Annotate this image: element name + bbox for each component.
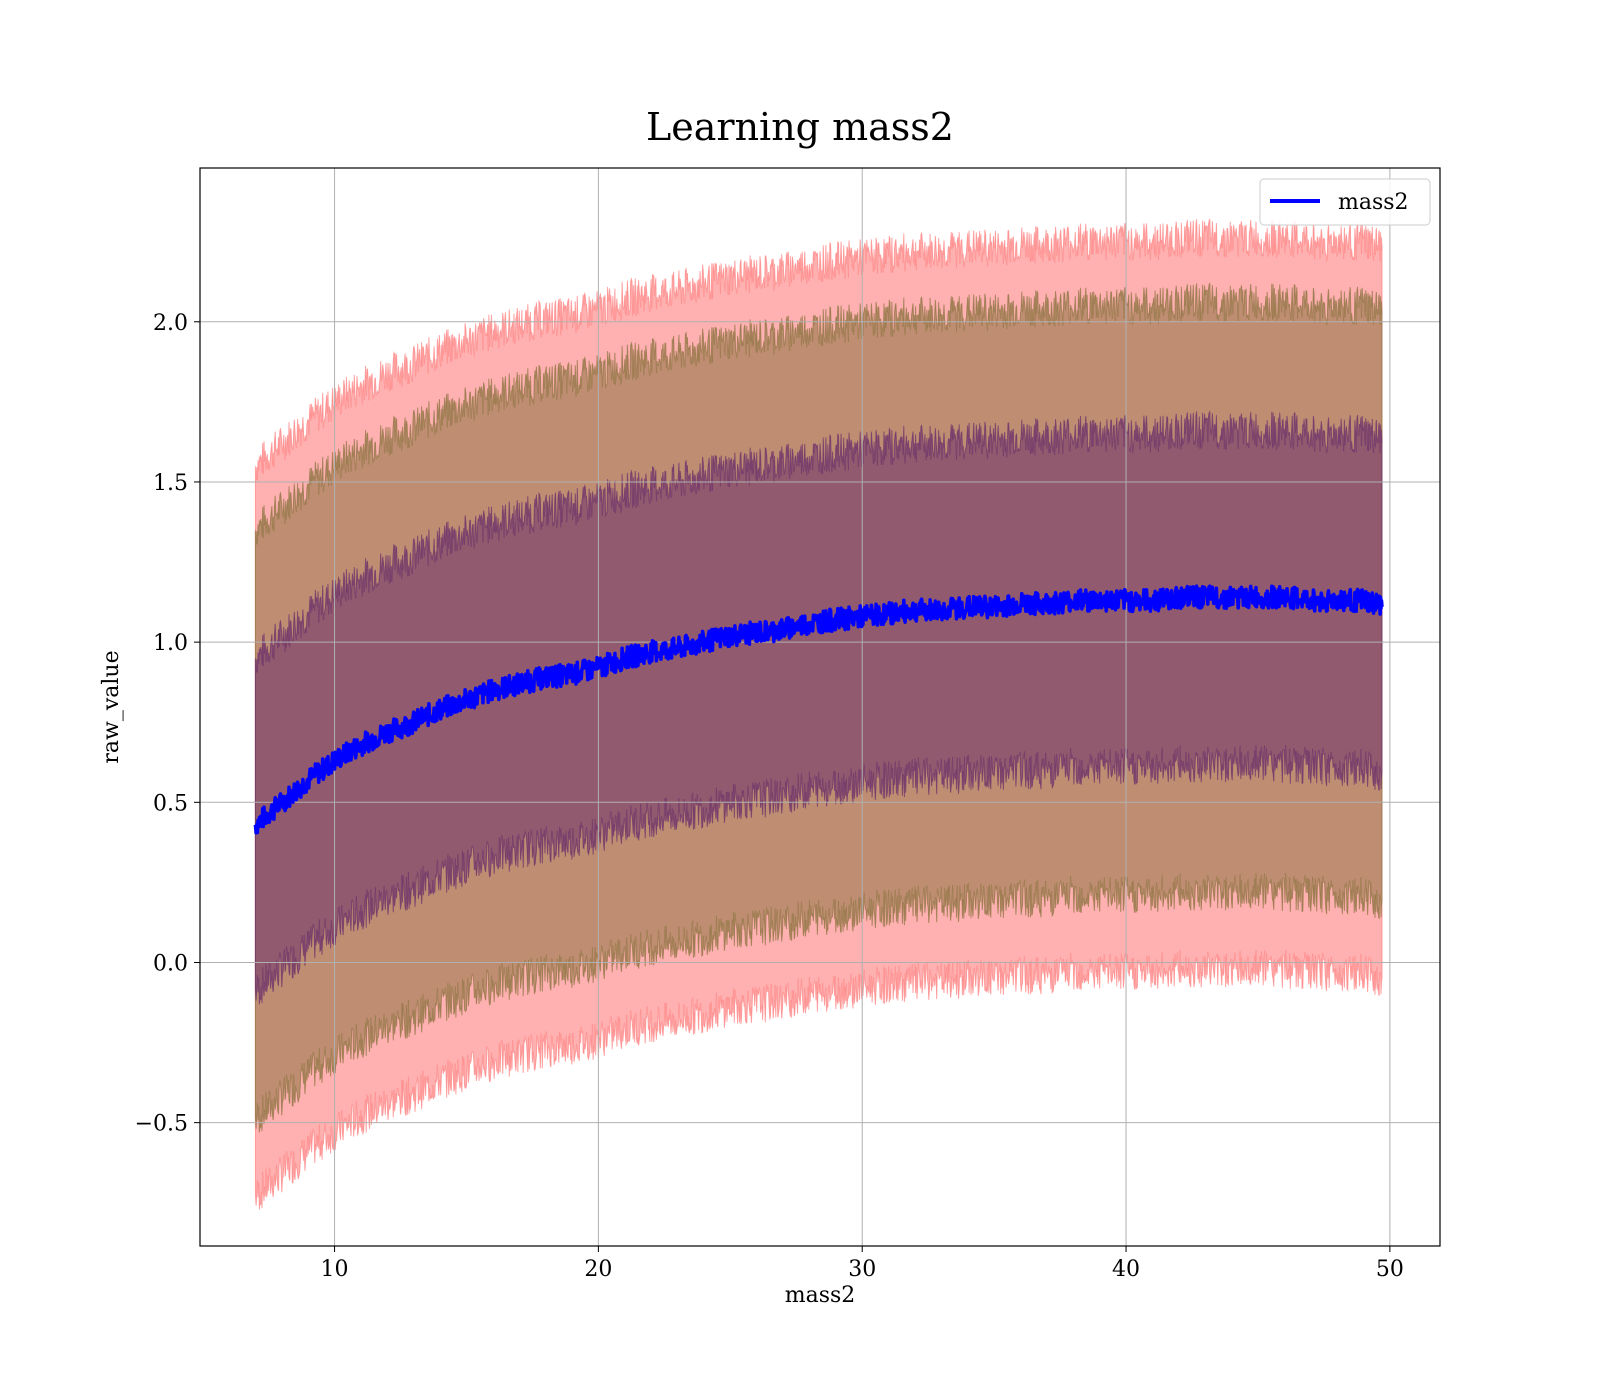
y-axis-label: raw_value	[99, 650, 124, 763]
y-tick-label: 0.5	[153, 791, 188, 816]
band-inner	[254, 410, 1383, 1005]
y-tick-label: 0.0	[153, 951, 188, 976]
x-tick-label: 20	[584, 1257, 612, 1282]
x-tick-label: 10	[321, 1257, 349, 1282]
x-axis-label: mass2	[785, 1283, 856, 1308]
y-tick-label: 1.5	[153, 471, 188, 496]
y-tick-label: −0.5	[135, 1112, 188, 1137]
legend-label-mass2: mass2	[1338, 190, 1409, 215]
x-axis-ticks: 10 20 30 40 50	[321, 1246, 1404, 1282]
x-tick-label: 50	[1376, 1257, 1404, 1282]
x-tick-label: 40	[1112, 1257, 1140, 1282]
y-tick-label: 2.0	[153, 311, 188, 336]
y-axis-ticks: −0.5 0.0 0.5 1.0 1.5 2.0	[135, 311, 200, 1137]
legend: mass2	[1259, 178, 1431, 226]
grid-lines	[200, 168, 1440, 1246]
legend-box	[1259, 178, 1431, 226]
chart-title: Learning mass2	[646, 105, 954, 149]
x-tick-label: 30	[848, 1257, 876, 1282]
series-lines	[253, 584, 1384, 835]
plot-frame	[199, 167, 1441, 1247]
series-line-mass2	[253, 584, 1384, 835]
confidence-bands	[254, 218, 1383, 1210]
y-tick-label: 1.0	[153, 631, 188, 656]
